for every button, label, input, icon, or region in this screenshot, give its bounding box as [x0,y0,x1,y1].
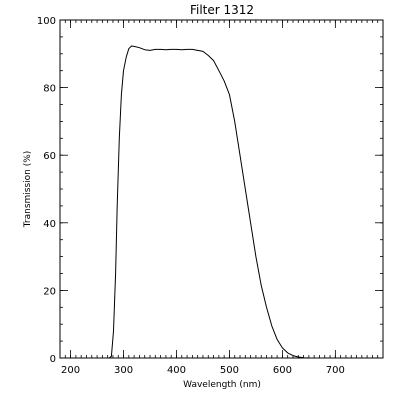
x-tick-label: 400 [167,365,186,376]
x-tick-label: 300 [114,365,133,376]
series-group [108,45,309,359]
x-tick-label: 200 [61,365,80,376]
chart-title: Filter 1312 [190,3,254,17]
y-tick-label: 0 [50,354,56,365]
y-tick-label: 20 [43,286,56,297]
y-axis-label: Transmission (%) [23,151,33,229]
axis-tick-labels: 200 300 400 500 600 700 0 20 40 60 80 100 [37,16,345,376]
y-tick-label: 40 [43,219,56,230]
x-axis-label: Wavelength (nm) [183,380,261,390]
x-tick-label: 500 [220,365,239,376]
y-tick-label: 100 [37,16,56,27]
x-tick-label: 700 [326,365,345,376]
axis-ticks [59,19,384,359]
y-tick-label: 80 [43,84,56,95]
y-tick-label: 60 [43,151,56,162]
transmission-curve [108,45,309,359]
plot-frame [59,19,384,359]
x-tick-label: 600 [273,365,292,376]
plot-border [59,19,384,359]
